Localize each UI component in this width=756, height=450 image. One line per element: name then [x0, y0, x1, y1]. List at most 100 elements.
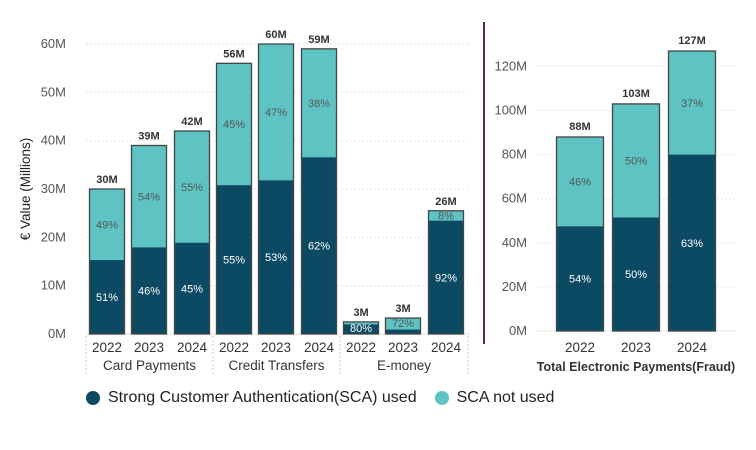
bar-segment-sca-used: [174, 242, 210, 334]
bar-outline: [130, 144, 168, 335]
data-label-sca-not-used: 45%: [223, 119, 245, 131]
data-label-sca-used: 50%: [625, 269, 647, 281]
legend: Strong Customer Authentication(SCA) used…: [86, 389, 554, 407]
data-label-sca-used: 45%: [181, 283, 203, 295]
data-label-sca-not-used: 55%: [181, 182, 203, 194]
bar-segment-sca-not-used: [612, 103, 660, 218]
bar-outline: [257, 43, 295, 335]
bar-segment-sca-not-used: [668, 51, 716, 155]
y-tick-right: 40M: [502, 235, 527, 250]
data-label-sca-used: 92%: [435, 272, 457, 284]
bar-outline: [611, 103, 661, 332]
bar-outline: [342, 321, 380, 335]
data-label-sca-used: 55%: [223, 255, 245, 267]
legend-swatch-sca-not-used: [434, 391, 449, 405]
data-label-total: 59M: [308, 34, 329, 46]
bar-segment-sca-used: [216, 185, 252, 334]
y-tick-left: 30M: [41, 181, 66, 196]
legend-swatch-sca-used: [86, 391, 100, 405]
data-label-total: 42M: [181, 116, 202, 128]
x-group-label: E-money: [377, 358, 431, 373]
y-tick-left: 40M: [41, 133, 66, 148]
bar-segment-sca-not-used: [216, 63, 252, 186]
data-label-sca-not-used: 46%: [569, 177, 591, 189]
bar-outline: [173, 130, 211, 335]
bar-segment-sca-used: [301, 157, 337, 334]
bar-outline: [667, 50, 717, 332]
y-tick-left: 20M: [41, 229, 66, 244]
bar-outline: [300, 48, 338, 335]
legend-item-sca-used[interactable]: Strong Customer Authentication(SCA) used: [86, 389, 417, 407]
legend-label-sca-used: Strong Customer Authentication(SCA) used: [108, 389, 417, 406]
y-tick-left: 0M: [48, 326, 66, 341]
data-label-sca-not-used: 54%: [138, 191, 160, 203]
data-label-sca-not-used: 8%: [438, 211, 454, 223]
x-tick-year: 2023: [261, 340, 291, 355]
data-label-sca-used: 54%: [569, 274, 591, 286]
bar-segment-sca-not-used: [258, 44, 294, 181]
bar-outline: [555, 136, 605, 332]
data-label-sca-used: 53%: [265, 252, 287, 264]
bar-segment-sca-not-used: [428, 210, 464, 221]
x-tick-year: 2023: [134, 340, 164, 355]
y-tick-left: 60M: [41, 36, 66, 51]
x-tick-year: 2024: [177, 340, 208, 355]
bar-segment-sca-used: [385, 329, 421, 334]
x-tick-year: 2024: [304, 340, 335, 355]
y-tick-left: 50M: [41, 84, 66, 99]
y-tick-right: 20M: [502, 279, 527, 294]
data-label-sca-used: 80%: [350, 323, 372, 335]
x-tick-year: 2023: [388, 340, 418, 355]
x-group-label: Card Payments: [103, 358, 196, 373]
x-group-label: Credit Transfers: [228, 358, 324, 373]
bar-segment-sca-used: [556, 226, 604, 331]
data-label-sca-not-used: 72%: [392, 318, 414, 330]
bar-outline: [384, 317, 422, 335]
y-axis-label: € Value (Millions): [18, 138, 33, 241]
bar-segment-sca-not-used: [174, 131, 210, 243]
data-label-sca-not-used: 50%: [625, 156, 647, 168]
y-tick-right: 0M: [509, 323, 527, 338]
data-label-sca-not-used: 49%: [96, 220, 118, 232]
legend-label-sca-not-used: SCA not used: [456, 389, 555, 406]
data-label-sca-not-used: 37%: [681, 98, 703, 110]
x-tick-year: 2022: [219, 340, 249, 355]
data-label-total: 3M: [353, 307, 368, 319]
bar-segment-sca-not-used: [301, 48, 337, 158]
bar-segment-sca-not-used: [556, 136, 604, 227]
data-label-total: 60M: [265, 29, 286, 41]
bar-outline: [88, 188, 126, 335]
bar-segment-sca-used: [258, 180, 294, 334]
data-label-total: 39M: [138, 131, 159, 143]
y-tick-left: 10M: [41, 278, 66, 293]
y-tick-right: 120M: [494, 58, 527, 73]
bar-segment-sca-used: [428, 220, 464, 334]
x-tick-year: 2022: [346, 340, 376, 355]
y-tick-right: 60M: [502, 191, 527, 206]
right-chart-title: Total Electronic Payments(Fraud): [537, 360, 735, 374]
bar-outline: [215, 62, 253, 335]
data-label-total: 56M: [223, 48, 244, 60]
data-label-total: 103M: [622, 88, 650, 100]
y-tick-right: 100M: [494, 103, 527, 118]
bar-segment-sca-not-used: [131, 145, 167, 248]
bar-segment-sca-used: [668, 154, 716, 331]
bar-segment-sca-used: [131, 247, 167, 334]
bar-segment-sca-not-used: [343, 321, 379, 325]
data-label-total: 88M: [569, 121, 590, 133]
x-tick-year: 2024: [431, 340, 462, 355]
bar-outline: [427, 210, 465, 335]
x-tick-year: 2024: [677, 340, 708, 355]
data-label-sca-used: 62%: [308, 241, 330, 253]
legend-item-sca-not-used[interactable]: SCA not used: [434, 389, 555, 407]
data-label-total: 127M: [678, 35, 706, 47]
bar-segment-sca-used: [343, 324, 379, 334]
bar-segment-sca-not-used: [89, 189, 125, 261]
data-label-total: 30M: [96, 174, 117, 186]
x-tick-year: 2022: [92, 340, 122, 355]
data-label-total: 26M: [435, 196, 456, 208]
data-label-total: 3M: [395, 303, 410, 315]
bar-segment-sca-not-used: [385, 318, 421, 330]
